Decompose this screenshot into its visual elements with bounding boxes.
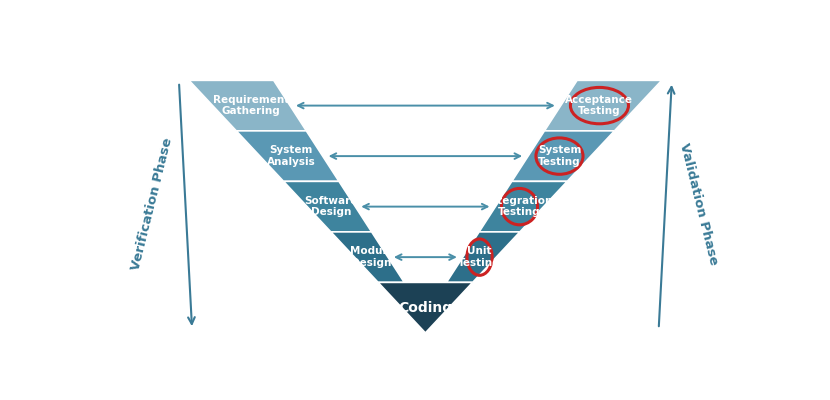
Polygon shape	[331, 232, 404, 282]
Polygon shape	[544, 80, 662, 131]
Polygon shape	[378, 282, 472, 333]
Polygon shape	[447, 232, 520, 282]
Text: Integration
Testing: Integration Testing	[486, 196, 553, 218]
Text: System
Testing: System Testing	[538, 145, 581, 167]
Polygon shape	[479, 181, 567, 232]
Text: Software
Design: Software Design	[305, 196, 358, 218]
Text: Module
Design: Module Design	[349, 246, 393, 268]
Text: Verification Phase: Verification Phase	[129, 137, 175, 272]
Text: System
Analysis: System Analysis	[267, 145, 315, 167]
Polygon shape	[189, 80, 306, 131]
Text: Unit
Testing: Unit Testing	[458, 246, 500, 268]
Polygon shape	[237, 131, 339, 181]
Text: Acceptance
Testing: Acceptance Testing	[565, 95, 633, 116]
Text: Coding: Coding	[398, 301, 452, 315]
Polygon shape	[284, 181, 372, 232]
Text: Requirement
Gathering: Requirement Gathering	[213, 95, 290, 116]
Polygon shape	[512, 131, 614, 181]
Text: Validation Phase: Validation Phase	[677, 142, 720, 267]
